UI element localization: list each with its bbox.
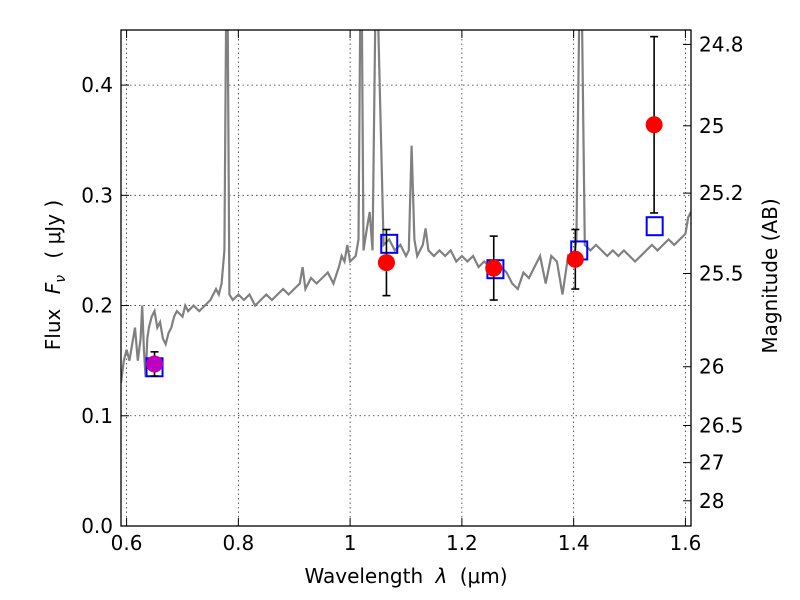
right-tick-label: 25.5: [699, 261, 744, 285]
x-tick-label: 1: [344, 531, 357, 555]
model-square-marker: [645, 216, 664, 237]
photometry-point: [645, 116, 663, 134]
right-tick-label: 26.5: [699, 413, 744, 437]
ticks-layer: 0.6 0.8 1 1.2 1.4 1.6 0.0 0.1 0.2 0.3 0.4 24.8 25 25.…: [81, 30, 744, 555]
x-axis-label: Wavelength λ (μm): [304, 564, 507, 588]
y-tick-label: 0.2: [81, 294, 113, 318]
grid-layer: [121, 30, 691, 527]
right-tick-label: 26: [699, 355, 724, 379]
y-tick-label: 0.3: [81, 183, 113, 207]
right-tick-label: 25: [699, 114, 724, 138]
right-tick-label: 28: [699, 489, 724, 513]
model-spectrum-line: [121, 30, 691, 383]
y-tick-label: 0.0: [81, 514, 113, 538]
plot-frame: [120, 29, 692, 527]
photometry-point: [485, 259, 503, 277]
x-tick-label: 1.6: [670, 531, 702, 555]
photometry-point: [377, 254, 395, 272]
right-tick-label: 25.2: [699, 181, 744, 205]
x-tick-label: 1.2: [446, 531, 478, 555]
right-axis-label: Magnitude (AB): [758, 198, 782, 353]
x-tick-label: 1.4: [558, 531, 590, 555]
marks-layer: [145, 35, 664, 378]
right-tick-label: 24.8: [699, 32, 744, 56]
photometry-point: [566, 250, 584, 268]
plot-area: [121, 30, 691, 383]
x-tick-label: 0.8: [222, 531, 254, 555]
model-square-marker: [380, 233, 399, 254]
x-tick-label: 0.6: [111, 531, 143, 555]
y-tick-label: 0.1: [81, 404, 113, 428]
y-tick-label: 0.4: [81, 73, 113, 97]
photometry-point: [146, 355, 164, 373]
right-tick-label: 27: [699, 451, 724, 475]
y-axis-label: Flux Fν ( μJy ): [41, 200, 70, 350]
